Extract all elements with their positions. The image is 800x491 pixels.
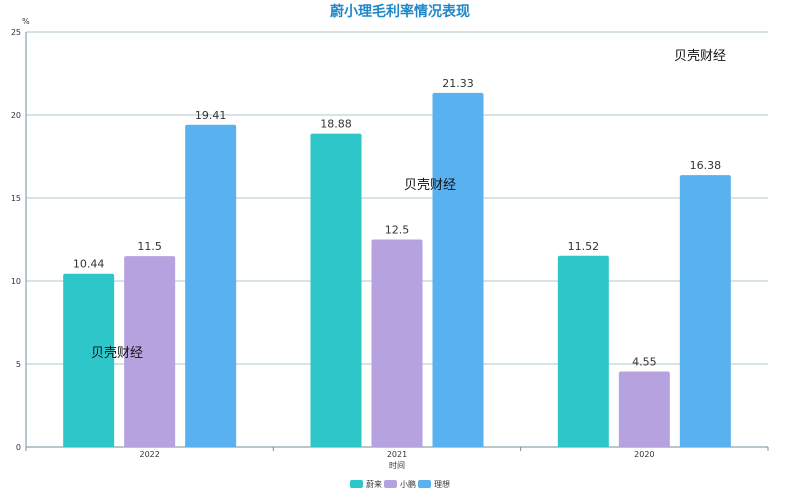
data-label: 12.5 bbox=[385, 224, 410, 237]
x-tick-label: 2020 bbox=[634, 450, 654, 459]
legend-label: 小鹏 bbox=[400, 479, 416, 489]
data-label: 11.5 bbox=[137, 240, 162, 253]
data-labels: 10.44 18.88 11.52 11.5 12.5 4.55 19.41 21.33 16.… bbox=[73, 77, 721, 369]
bar bbox=[557, 255, 609, 447]
chart-title: 蔚小理毛利率情况表现 bbox=[330, 3, 470, 20]
y-tick-label: 15 bbox=[11, 194, 21, 203]
bars bbox=[63, 92, 731, 448]
legend-swatch bbox=[384, 480, 397, 488]
y-tick-label: 25 bbox=[11, 28, 21, 37]
y-tick-label: 10 bbox=[11, 277, 21, 286]
data-label: 16.38 bbox=[690, 159, 722, 172]
watermark-text: 贝壳财经 bbox=[674, 49, 726, 64]
legend-item[interactable]: 小鹏 bbox=[384, 479, 416, 489]
watermark-text: 贝壳财经 bbox=[404, 178, 456, 193]
x-tick-label: 2021 bbox=[387, 450, 407, 459]
data-label: 4.55 bbox=[632, 355, 657, 368]
legend-swatch bbox=[350, 480, 363, 488]
data-label: 10.44 bbox=[73, 258, 105, 271]
data-label: 18.88 bbox=[320, 118, 352, 131]
legend-swatch bbox=[418, 480, 431, 488]
bar bbox=[124, 256, 176, 447]
data-label: 21.33 bbox=[442, 77, 474, 90]
y-tick-label: 5 bbox=[16, 360, 21, 369]
watermark-text: 贝壳财经 bbox=[91, 346, 143, 361]
legend-item[interactable]: 蔚来 bbox=[350, 479, 382, 489]
bar bbox=[371, 239, 423, 447]
bar bbox=[618, 371, 670, 447]
y-tick-label: 20 bbox=[11, 111, 21, 120]
data-label: 11.52 bbox=[568, 240, 600, 253]
x-tick-label: 2022 bbox=[139, 450, 159, 459]
data-label: 19.41 bbox=[195, 109, 227, 122]
bar bbox=[432, 92, 484, 447]
bar bbox=[310, 133, 362, 448]
y-tick-label: 0 bbox=[16, 443, 21, 452]
legend-item[interactable]: 理想 bbox=[418, 479, 450, 489]
bar bbox=[63, 273, 115, 447]
legend-label: 蔚来 bbox=[366, 479, 382, 489]
bar bbox=[679, 175, 731, 448]
legend[interactable]: 蔚来 小鹏 理想 bbox=[350, 479, 450, 489]
bar bbox=[185, 124, 237, 447]
x-axis-title: 时间 bbox=[389, 460, 405, 470]
y-axis-unit: % bbox=[22, 17, 30, 26]
legend-label: 理想 bbox=[434, 479, 450, 489]
